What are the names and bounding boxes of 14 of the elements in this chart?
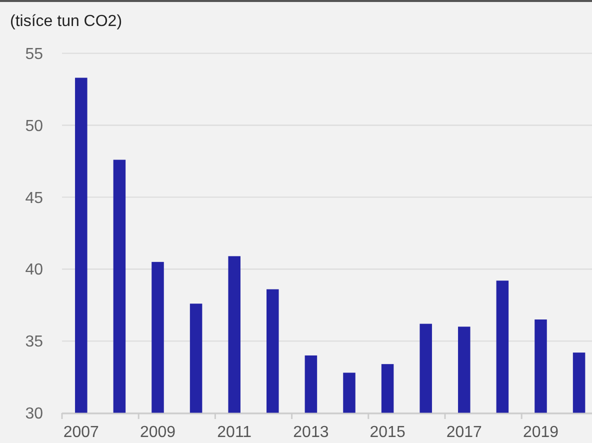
x-tick-label: 2017 — [446, 424, 482, 441]
x-tick-label: 2007 — [63, 424, 100, 441]
y-tick-label: 45 — [25, 190, 44, 207]
x-tick-label: 2009 — [140, 424, 176, 441]
y-tick-label: 30 — [25, 406, 44, 423]
x-tick-label: 2013 — [293, 424, 329, 441]
y-tick-label: 50 — [25, 118, 44, 135]
x-tick-label: 2019 — [522, 424, 559, 441]
y-tick-label: 40 — [25, 262, 44, 279]
y-tick-label: 35 — [25, 334, 44, 351]
y-axis-title: (tisíce tun CO2) — [10, 13, 122, 30]
x-tick-label: 2011 — [217, 424, 252, 441]
y-tick-label: 55 — [25, 46, 44, 63]
x-tick-label: 2015 — [370, 424, 406, 441]
